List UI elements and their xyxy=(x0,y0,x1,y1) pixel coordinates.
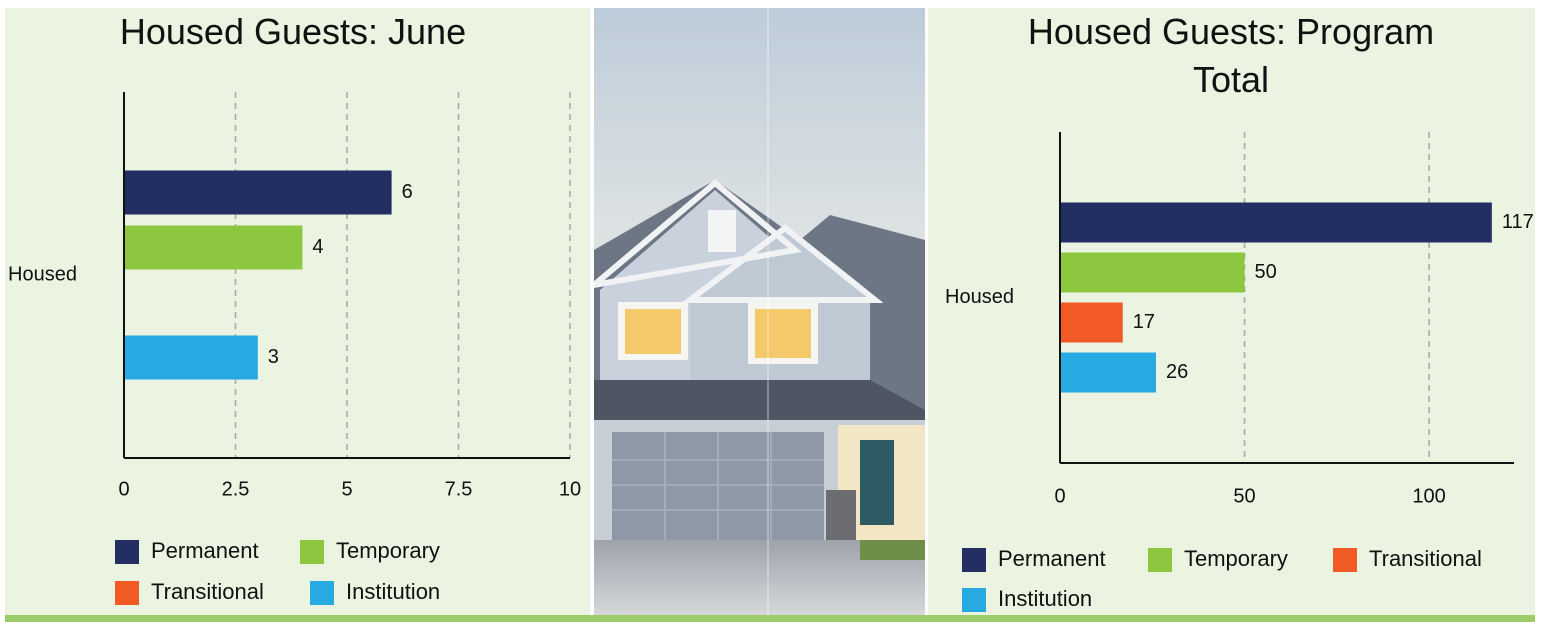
x-tick-label: 50 xyxy=(1233,485,1255,507)
bar xyxy=(124,170,392,215)
legend-swatch xyxy=(1333,548,1357,572)
value-label: 117 xyxy=(1502,211,1534,233)
legend-label: Transitional xyxy=(151,579,264,604)
value-label: 26 xyxy=(1166,361,1188,383)
legend-swatch xyxy=(1148,548,1172,572)
legend-label: Temporary xyxy=(336,538,440,563)
right-panel xyxy=(928,8,1535,615)
bar xyxy=(1060,302,1123,343)
x-tick-label: 2.5 xyxy=(222,478,250,500)
bar xyxy=(1060,352,1156,393)
bar xyxy=(1060,202,1492,243)
x-tick-label: 5 xyxy=(341,478,352,500)
legend-swatch xyxy=(115,581,139,605)
value-label: 6 xyxy=(402,181,413,203)
value-label: 50 xyxy=(1255,261,1277,283)
legend-swatch xyxy=(962,588,986,612)
legend-label: Transitional xyxy=(1369,546,1482,571)
legend-label: Permanent xyxy=(998,546,1106,571)
legend-label: Institution xyxy=(346,579,440,604)
value-label: 17 xyxy=(1133,311,1155,333)
legend-swatch xyxy=(962,548,986,572)
x-tick-label: 100 xyxy=(1412,485,1445,507)
left-panel xyxy=(5,8,590,615)
category-label: Housed xyxy=(8,263,77,285)
category-label: Housed xyxy=(945,286,1014,308)
chart-title: Housed Guests: June xyxy=(119,11,467,52)
x-tick-label: 0 xyxy=(1054,485,1065,507)
bar xyxy=(1060,252,1245,293)
bar xyxy=(124,335,258,380)
footer-bar xyxy=(5,615,1535,622)
x-tick-label: 7.5 xyxy=(445,478,473,500)
legend-swatch xyxy=(300,540,324,564)
value-label: 4 xyxy=(312,236,323,258)
legend-swatch xyxy=(310,581,334,605)
value-label: 3 xyxy=(268,346,279,368)
x-tick-label: 10 xyxy=(559,478,581,500)
house-photo xyxy=(594,8,925,615)
chart-title: Housed Guests: Program Total xyxy=(1027,11,1435,100)
legend-label: Institution xyxy=(998,586,1092,611)
legend-swatch xyxy=(115,540,139,564)
legend-label: Permanent xyxy=(151,538,259,563)
legend-label: Temporary xyxy=(1184,546,1288,571)
bar xyxy=(124,225,303,270)
x-tick-label: 0 xyxy=(118,478,129,500)
